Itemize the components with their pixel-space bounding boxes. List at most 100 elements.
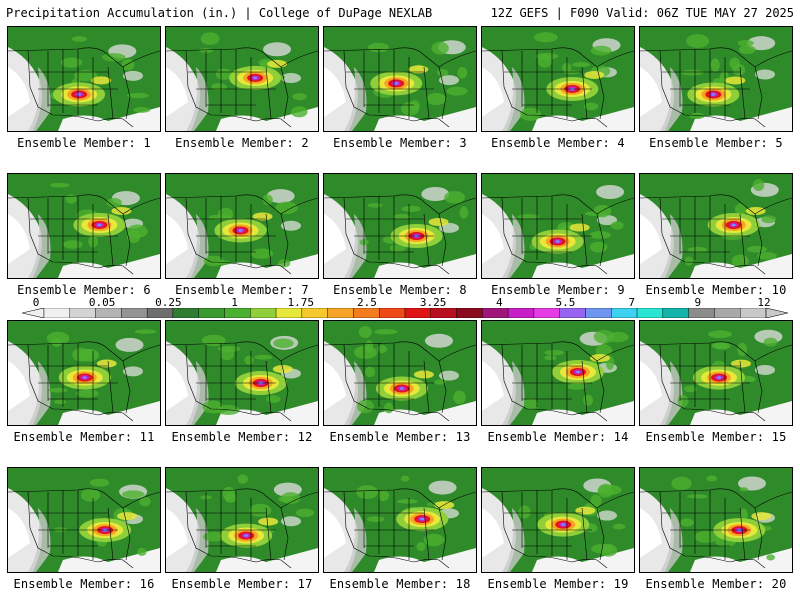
ensemble-member-panel: [639, 173, 793, 279]
model-run-label: 12Z GEFS | F090 Valid: 06Z TUE MAY 27 20…: [490, 6, 794, 20]
ensemble-member-panel: [323, 26, 477, 132]
ensemble-member-panel: [7, 320, 161, 426]
precip-map: [166, 174, 318, 278]
ensemble-member-label: Ensemble Member: 11: [13, 430, 155, 444]
precip-map: [324, 174, 476, 278]
colorbar-segment: [507, 308, 535, 318]
colorbar-right-arrow: [765, 308, 788, 318]
ensemble-member-panel: [165, 467, 319, 573]
colorbar-segment: [327, 308, 354, 318]
colorbar: [22, 308, 788, 318]
precip-map: [640, 27, 792, 131]
colorbar-segment: [275, 308, 303, 318]
colorbar-segment: [250, 308, 277, 318]
colorbar-segment: [585, 308, 612, 318]
precip-map: [324, 27, 476, 131]
colorbar-tick-label: 0.05: [88, 296, 116, 309]
colorbar-segment: [198, 308, 225, 318]
ensemble-member-label: Ensemble Member: 19: [487, 577, 629, 591]
colorbar-segment: [69, 308, 96, 318]
ensemble-member-label: Ensemble Member: 14: [487, 430, 629, 444]
colorbar-tick-label: 7: [628, 296, 635, 309]
colorbar-left-arrow: [22, 308, 45, 318]
precip-map: [8, 27, 160, 131]
ensemble-member-panel: [165, 320, 319, 426]
precip-map: [640, 321, 792, 425]
colorbar-segment: [95, 308, 122, 318]
ensemble-member-panel: [323, 467, 477, 573]
precip-map: [8, 468, 160, 572]
ensemble-member-label: Ensemble Member: 10: [645, 283, 787, 297]
ensemble-member-panel: [7, 467, 161, 573]
precip-map: [640, 174, 792, 278]
ensemble-member-panel: [639, 320, 793, 426]
ensemble-member-label: Ensemble Member: 3: [333, 136, 467, 150]
ensemble-member-label: Ensemble Member: 13: [329, 430, 471, 444]
ensemble-member-label: Ensemble Member: 2: [175, 136, 309, 150]
colorbar-segment: [43, 308, 70, 318]
colorbar-segment: [172, 308, 199, 318]
ensemble-member-panel: [7, 173, 161, 279]
colorbar-segment: [533, 308, 560, 318]
ensemble-member-label: Ensemble Member: 16: [13, 577, 155, 591]
colorbar-segment: [146, 308, 174, 318]
ensemble-member-label: Ensemble Member: 17: [171, 577, 313, 591]
colorbar-segment: [740, 308, 767, 318]
precip-map: [166, 321, 318, 425]
ensemble-member-label: Ensemble Member: 4: [491, 136, 625, 150]
colorbar-tick-label: 9: [694, 296, 702, 309]
ensemble-member-label: Ensemble Member: 12: [171, 430, 313, 444]
colorbar-segment: [611, 308, 638, 318]
ensemble-member-panel: [165, 173, 319, 279]
precip-map: [482, 321, 634, 425]
precip-map: [482, 27, 634, 131]
ensemble-member-panel: [481, 467, 635, 573]
ensemble-member-panel: [7, 26, 161, 132]
colorbar-segment: [224, 308, 251, 318]
precip-map: [166, 468, 318, 572]
colorbar-segment: [430, 308, 457, 318]
precip-map: [482, 174, 634, 278]
precip-map: [8, 174, 160, 278]
colorbar-tick-label: 0: [32, 296, 40, 309]
colorbar-segment: [714, 308, 741, 318]
colorbar-segment: [379, 308, 406, 318]
colorbar-tick-label: 2.5: [356, 296, 377, 309]
page-title: Precipitation Accumulation (in.) | Colle…: [6, 6, 433, 20]
ensemble-member-panel: [481, 26, 635, 132]
colorbar-tick-label: 5.5: [555, 296, 576, 309]
ensemble-member-label: Ensemble Member: 18: [329, 577, 471, 591]
ensemble-member-panel: [481, 173, 635, 279]
colorbar-segment: [301, 308, 328, 318]
colorbar-segment: [456, 308, 483, 318]
ensemble-member-label: Ensemble Member: 7: [175, 283, 309, 297]
ensemble-member-panel: [165, 26, 319, 132]
colorbar-tick-label: 3.25: [419, 296, 447, 309]
precip-map: [482, 468, 634, 572]
colorbar-segment: [636, 308, 664, 318]
colorbar-tick-label: 1.75: [287, 296, 314, 309]
ensemble-member-panel: [639, 467, 793, 573]
precip-map: [166, 27, 318, 131]
precip-map: [324, 321, 476, 425]
ensemble-member-panel: [639, 26, 793, 132]
ensemble-member-label: Ensemble Member: 1: [17, 136, 151, 150]
ensemble-member-panel: [481, 320, 635, 426]
ensemble-member-label: Ensemble Member: 15: [645, 430, 787, 444]
precip-map: [8, 321, 160, 425]
ensemble-member-panel: [323, 320, 477, 426]
precip-map: [640, 468, 792, 572]
colorbar-tick-label: 4: [495, 296, 503, 309]
colorbar-tick-label: 12: [757, 296, 771, 309]
colorbar-tick-label: 0.25: [155, 296, 182, 309]
ensemble-member-label: Ensemble Member: 9: [491, 283, 625, 297]
colorbar-segment: [121, 308, 148, 318]
colorbar-segment: [404, 308, 431, 318]
ensemble-member-panel: [323, 173, 477, 279]
ensemble-member-label: Ensemble Member: 8: [333, 283, 467, 297]
colorbar-tick-label: 1: [231, 296, 238, 309]
precip-map: [324, 468, 476, 572]
ensemble-member-label: Ensemble Member: 20: [645, 577, 787, 591]
ensemble-member-label: Ensemble Member: 5: [649, 136, 783, 150]
colorbar-segment: [482, 308, 509, 318]
